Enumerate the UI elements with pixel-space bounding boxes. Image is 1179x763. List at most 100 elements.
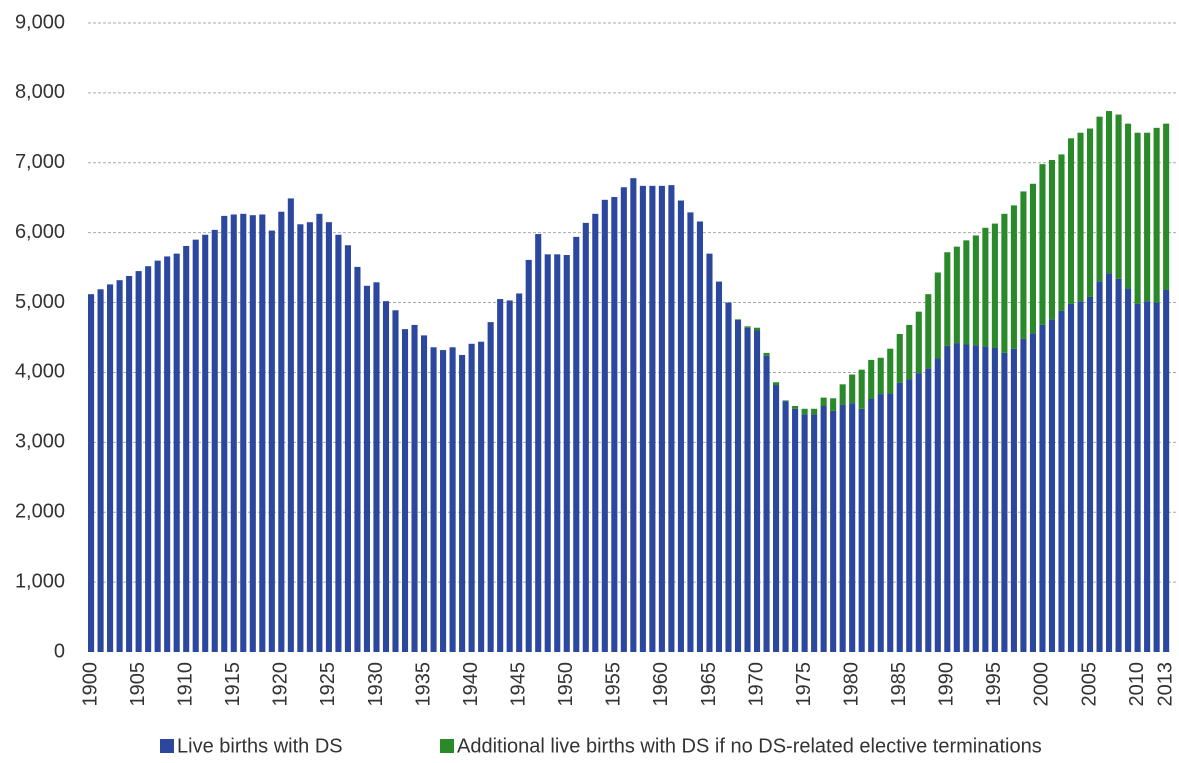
legend-label: Live births with DS: [177, 735, 343, 757]
x-tick-label: 2005: [1078, 662, 1100, 707]
bar-segment: [459, 354, 466, 652]
bar-segment: [849, 374, 856, 404]
bar-segment: [830, 410, 837, 652]
x-tick-label: 1995: [983, 662, 1005, 707]
bar-segment: [658, 185, 665, 652]
bar-segment: [991, 223, 998, 348]
bar-segment: [753, 330, 761, 652]
bar-segment: [268, 230, 275, 652]
bar-segment: [221, 215, 228, 653]
bar-segment: [944, 252, 951, 346]
bar-segment: [773, 382, 780, 386]
bar-segment: [97, 289, 104, 652]
bar-segment: [934, 358, 941, 652]
x-tick-label: 1980: [840, 662, 862, 707]
bar-segment: [611, 197, 618, 653]
bar-segment: [773, 385, 780, 652]
bar-segment: [1029, 183, 1036, 334]
bar-segment: [88, 294, 95, 652]
x-tick-label: 1905: [127, 662, 149, 707]
bar-segment: [734, 319, 742, 321]
x-tick-label: 1920: [270, 662, 292, 707]
bar-segment: [1153, 302, 1160, 652]
bar-segment: [297, 224, 304, 652]
bar-segment: [506, 300, 513, 652]
bar-segment: [906, 379, 913, 652]
bar-segment: [440, 350, 447, 652]
bar-segment: [1153, 127, 1160, 303]
bar-segment: [744, 326, 751, 328]
bar-segment: [1048, 159, 1056, 320]
bar-segment: [1144, 132, 1151, 302]
bar-segment: [430, 347, 437, 652]
bar-segment: [839, 404, 846, 652]
x-tick-label: 1975: [793, 662, 815, 707]
y-tick-label: 6,000: [15, 221, 65, 243]
bar-segment: [858, 369, 865, 409]
x-tick-label: 1950: [555, 662, 577, 707]
bar-segment: [516, 293, 523, 652]
bar-segment: [1048, 319, 1056, 652]
bar-segment: [782, 401, 789, 652]
bar-segment: [478, 341, 485, 652]
bar-segment: [630, 178, 637, 653]
y-tick-label: 0: [54, 640, 65, 662]
bar-segment: [991, 347, 998, 652]
x-tick-label: 1945: [507, 662, 529, 707]
legend-swatch: [160, 739, 174, 753]
bar-segment: [1096, 281, 1103, 652]
bar-segment: [696, 221, 703, 653]
y-tick-label: 7,000: [15, 151, 65, 173]
x-tick-label: 1915: [222, 662, 244, 707]
bar-segment: [154, 260, 161, 652]
bar-segment: [116, 280, 123, 652]
bar-segment: [792, 408, 799, 652]
bar-segment: [782, 400, 789, 402]
x-tick-label: 1990: [936, 662, 958, 707]
bar-segment: [820, 397, 827, 406]
bar-segment: [915, 373, 922, 652]
x-tick-label: 1940: [460, 662, 482, 707]
bar-segment: [278, 211, 285, 652]
bar-segment: [363, 285, 371, 652]
bar-segment: [1106, 273, 1113, 652]
bar-segment: [706, 253, 713, 652]
x-tick-label: 1985: [888, 662, 910, 707]
bar-segment: [325, 222, 332, 652]
bar-segment: [554, 254, 561, 653]
x-tick-label: 1955: [603, 662, 625, 707]
bar-segment: [192, 239, 199, 652]
bar-segment: [1163, 289, 1170, 652]
bar-segment: [1125, 123, 1132, 289]
bar-segment: [1096, 116, 1103, 282]
y-tick-label: 5,000: [15, 291, 65, 313]
bar-segment: [202, 234, 209, 652]
bar-segment: [649, 185, 656, 652]
y-tick-label: 4,000: [15, 361, 65, 383]
x-tick-label: 2000: [1031, 662, 1053, 707]
bar-segment: [573, 236, 580, 653]
bar-segment: [925, 368, 932, 652]
bar-segment: [1067, 138, 1075, 304]
bar-segment: [925, 294, 932, 369]
bar-segment: [306, 222, 313, 652]
bar-segment: [183, 245, 190, 652]
bar-segment: [915, 311, 922, 374]
bar-segment: [792, 405, 799, 409]
bar-segment: [344, 245, 351, 652]
bar-segment: [1077, 132, 1084, 302]
bar-segment: [839, 384, 846, 405]
bar-segment: [734, 320, 742, 652]
x-tick-label: 1930: [365, 662, 387, 707]
bar-segment: [887, 393, 894, 652]
bar-segment: [535, 234, 542, 652]
bar-segment: [1086, 128, 1094, 297]
bar-segment: [763, 352, 770, 356]
bar-segment: [868, 399, 875, 652]
x-tick-label: 1970: [745, 662, 767, 707]
bar-segment: [1163, 123, 1170, 290]
bar-segment: [1029, 333, 1036, 652]
bar-segment: [449, 347, 456, 652]
bar-segment: [525, 259, 532, 652]
bar-segment: [887, 348, 894, 394]
